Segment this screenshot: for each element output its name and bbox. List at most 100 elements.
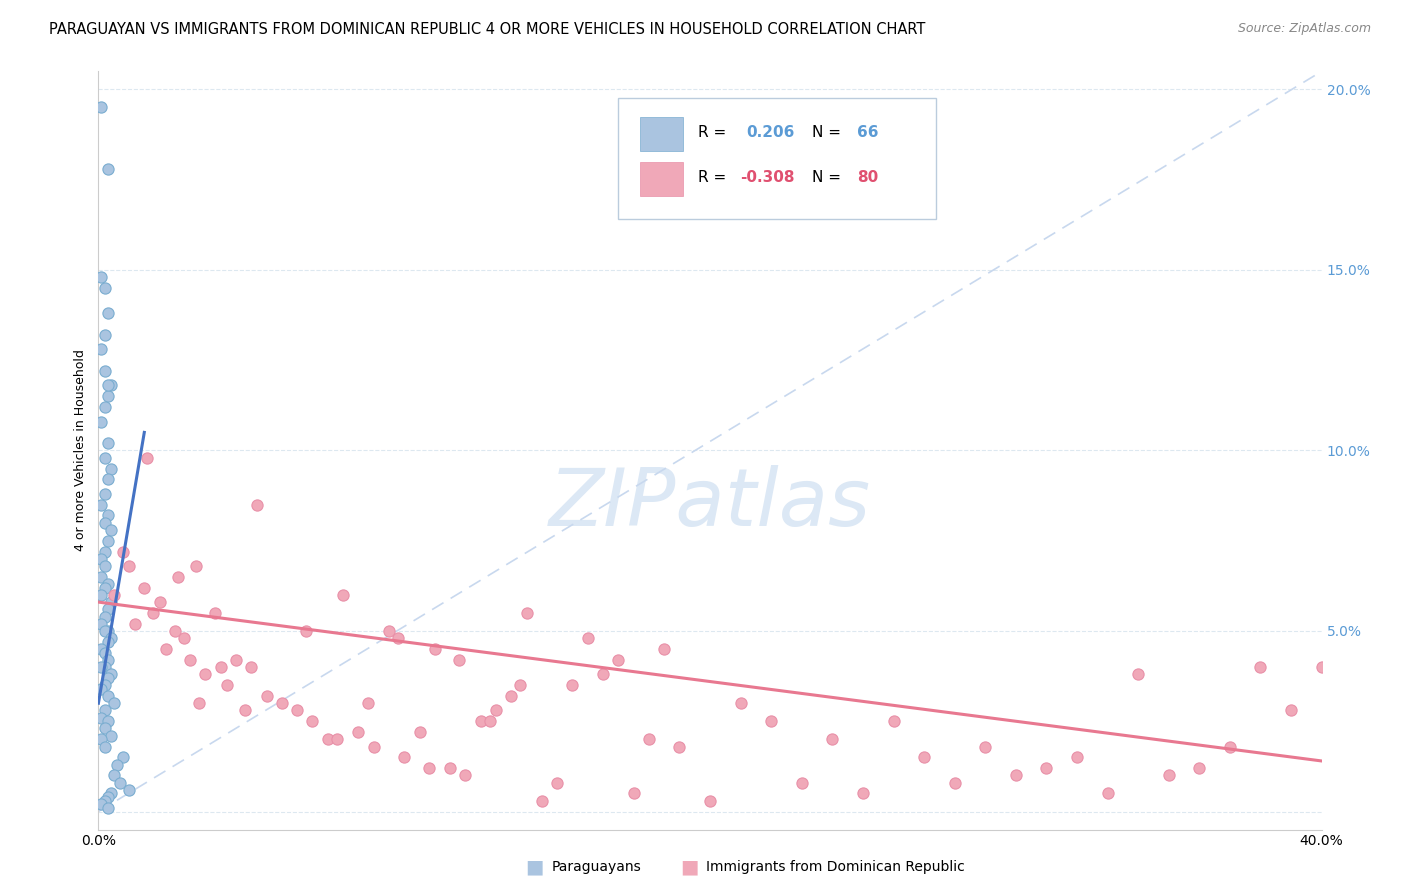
- Point: [852, 787, 875, 801]
- Point: [100, 631, 122, 645]
- Point: [93, 660, 115, 674]
- Point: [592, 667, 614, 681]
- Point: [100, 787, 122, 801]
- Point: [1310, 660, 1333, 674]
- Text: R =: R =: [697, 170, 731, 185]
- Point: [97, 714, 120, 729]
- Point: [90, 588, 112, 602]
- Point: [93, 739, 115, 754]
- Point: [439, 761, 461, 775]
- Point: [90, 415, 112, 429]
- Point: [97, 161, 120, 176]
- Point: [97, 624, 120, 638]
- FancyBboxPatch shape: [640, 117, 683, 151]
- Point: [1249, 660, 1271, 674]
- Point: [378, 624, 401, 638]
- Point: [204, 606, 226, 620]
- Point: [124, 616, 146, 631]
- FancyBboxPatch shape: [640, 162, 683, 196]
- Point: [561, 678, 583, 692]
- Point: [209, 660, 232, 674]
- Point: [93, 327, 115, 342]
- Point: [97, 790, 120, 805]
- Point: [97, 635, 120, 649]
- Point: [103, 696, 125, 710]
- Point: [103, 768, 125, 782]
- Text: Immigrants from Dominican Republic: Immigrants from Dominican Republic: [706, 860, 965, 874]
- Point: [93, 281, 115, 295]
- Point: [90, 732, 112, 747]
- Point: [108, 775, 131, 789]
- Point: [1066, 750, 1088, 764]
- Point: [97, 653, 120, 667]
- Point: [97, 378, 120, 392]
- Point: [256, 689, 278, 703]
- Point: [173, 631, 195, 645]
- Point: [623, 787, 645, 801]
- Text: -0.308: -0.308: [741, 170, 796, 185]
- Point: [97, 306, 120, 320]
- Point: [607, 653, 630, 667]
- Point: [423, 642, 446, 657]
- Point: [974, 739, 997, 754]
- Point: [730, 696, 752, 710]
- Text: Source: ZipAtlas.com: Source: ZipAtlas.com: [1237, 22, 1371, 36]
- Point: [1219, 739, 1241, 754]
- Point: [90, 551, 112, 566]
- Text: R =: R =: [697, 125, 731, 139]
- Point: [699, 794, 721, 808]
- Point: [326, 732, 349, 747]
- Point: [97, 472, 120, 486]
- Point: [637, 732, 661, 747]
- Point: [530, 794, 553, 808]
- Point: [93, 646, 115, 660]
- Y-axis label: 4 or more Vehicles in Household: 4 or more Vehicles in Household: [73, 350, 87, 551]
- Point: [97, 436, 120, 450]
- Point: [111, 544, 134, 558]
- Point: [90, 498, 112, 512]
- Text: ZIPatlas: ZIPatlas: [548, 465, 872, 542]
- Point: [1279, 703, 1302, 717]
- Point: [93, 400, 115, 414]
- Point: [883, 714, 905, 729]
- Point: [149, 595, 172, 609]
- Point: [100, 729, 122, 743]
- Point: [93, 609, 115, 624]
- Point: [668, 739, 690, 754]
- Point: [759, 714, 782, 729]
- Point: [93, 544, 115, 558]
- Point: [387, 631, 409, 645]
- Point: [93, 703, 115, 717]
- Point: [90, 711, 112, 725]
- Point: [301, 714, 323, 729]
- Point: [316, 732, 339, 747]
- Point: [93, 581, 115, 595]
- Point: [188, 696, 211, 710]
- Point: [105, 757, 128, 772]
- Point: [167, 570, 190, 584]
- Point: [90, 797, 112, 812]
- Point: [1004, 768, 1026, 782]
- Point: [163, 624, 186, 638]
- Text: PARAGUAYAN VS IMMIGRANTS FROM DOMINICAN REPUBLIC 4 OR MORE VEHICLES IN HOUSEHOLD: PARAGUAYAN VS IMMIGRANTS FROM DOMINICAN …: [49, 22, 925, 37]
- Point: [516, 606, 538, 620]
- Point: [449, 653, 471, 667]
- Point: [90, 270, 112, 285]
- Point: [97, 602, 120, 616]
- Text: N =: N =: [811, 125, 845, 139]
- Point: [509, 678, 531, 692]
- Point: [111, 750, 134, 764]
- Point: [1128, 667, 1150, 681]
- Point: [392, 750, 416, 764]
- Point: [285, 703, 308, 717]
- Point: [546, 775, 568, 789]
- Point: [408, 725, 430, 739]
- Point: [912, 750, 935, 764]
- Point: [97, 508, 120, 523]
- Point: [576, 631, 599, 645]
- Text: 80: 80: [856, 170, 879, 185]
- Point: [118, 782, 141, 797]
- Point: [215, 678, 238, 692]
- Point: [100, 378, 122, 392]
- Point: [943, 775, 966, 789]
